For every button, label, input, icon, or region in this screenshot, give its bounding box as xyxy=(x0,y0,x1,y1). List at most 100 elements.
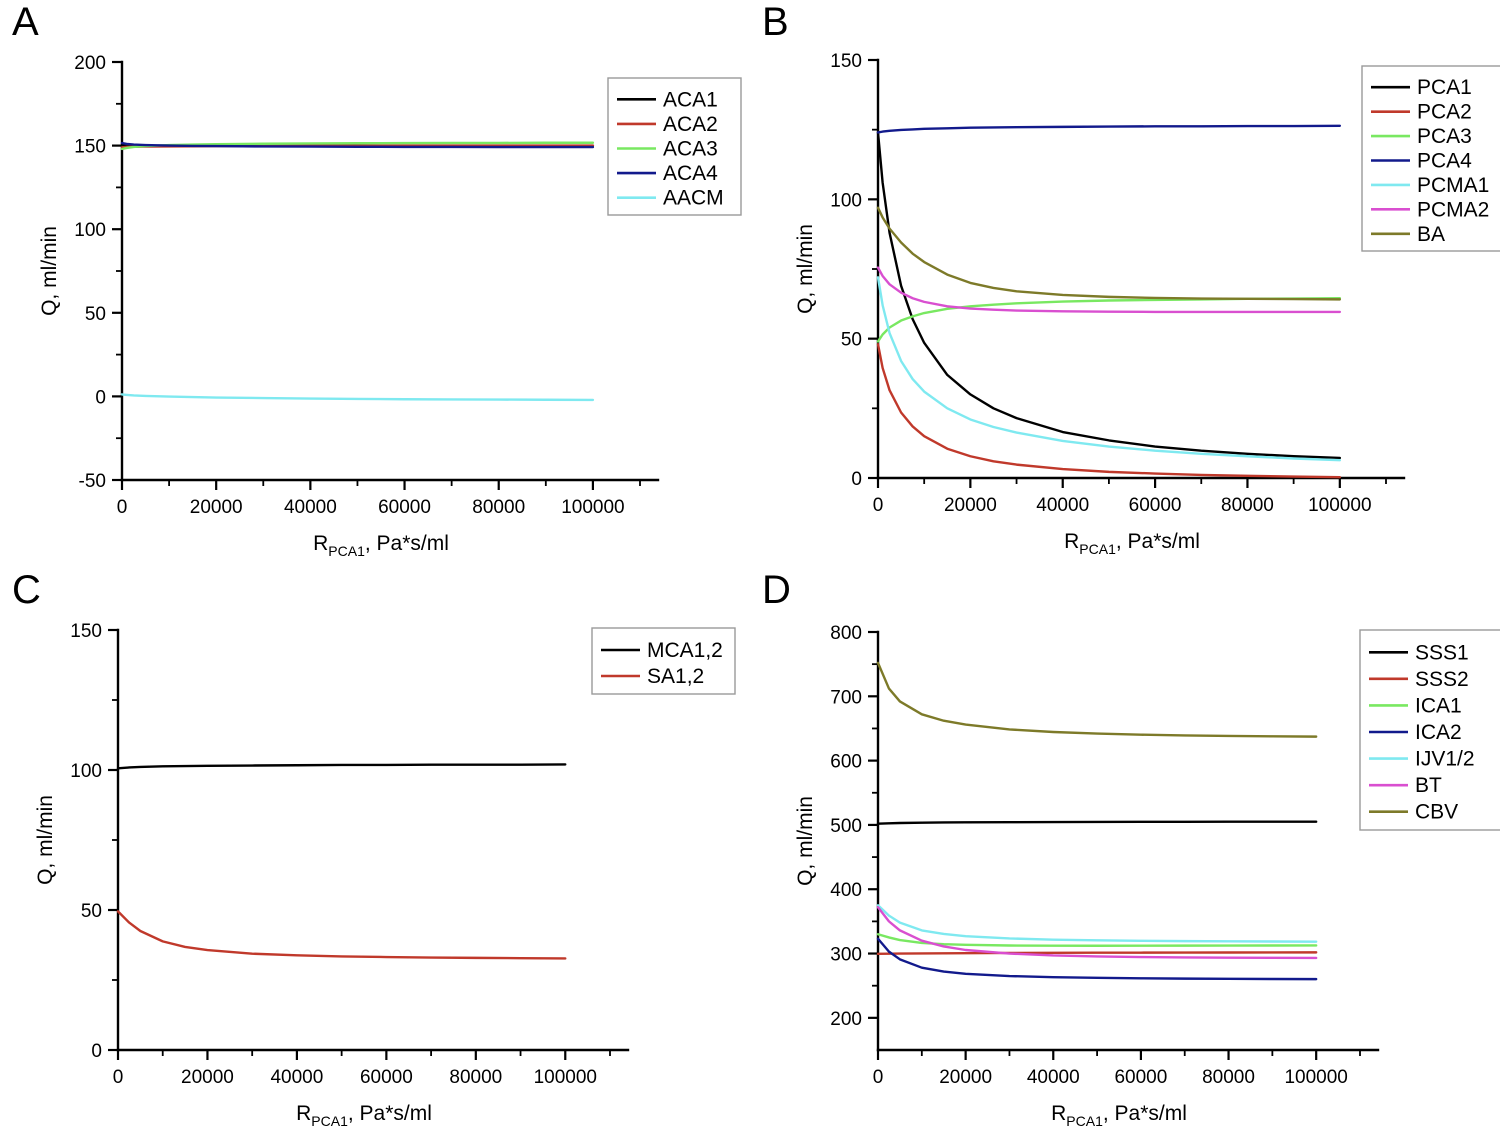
y-tick-label: 200 xyxy=(830,1009,862,1030)
legend-label-aca2: ACA2 xyxy=(663,113,718,136)
y-tick-label: 150 xyxy=(70,621,102,642)
x-tick-label: 20000 xyxy=(190,497,243,518)
y-tick-label: 50 xyxy=(85,304,106,325)
series-line-sa12 xyxy=(116,910,567,960)
series-line-ica2 xyxy=(876,937,1318,981)
y-axis-title: Q, ml/min xyxy=(794,224,817,314)
y-tick-label: 600 xyxy=(830,752,862,773)
y-tick-label: 150 xyxy=(74,137,106,158)
x-tick-label: 0 xyxy=(117,497,128,518)
x-tick-label: 80000 xyxy=(449,1067,502,1088)
y-tick-label: 400 xyxy=(830,880,862,901)
legend-label-mca12: MCA1,2 xyxy=(647,639,723,662)
x-axis-title: RPCA1, Pa*s/ml xyxy=(313,532,449,559)
panel-letter-a: A xyxy=(12,0,39,44)
panel-b: B 0 50 100 150 0 20000 40000 60000 80000 100000 RP… xyxy=(750,0,1500,568)
series-line-aca4 xyxy=(120,141,595,149)
x-tick-label: 100000 xyxy=(534,1067,597,1088)
x-tick-label: 0 xyxy=(873,1067,884,1088)
series-line-pcma1 xyxy=(876,276,1342,462)
x-tick-label: 80000 xyxy=(1221,495,1274,516)
series-line-pca3 xyxy=(876,297,1342,343)
panel-d-plot: 200 300 400 500 600 700 800 0 20000 40000 60000 800… xyxy=(794,623,1500,1129)
x-tick-label: 80000 xyxy=(472,497,525,518)
x-tick-label: 20000 xyxy=(181,1067,234,1088)
legend-label-pca1: PCA1 xyxy=(1417,76,1472,99)
y-tick-label: 50 xyxy=(841,330,862,351)
series-line-pcma2 xyxy=(876,266,1342,314)
y-tick-label: 500 xyxy=(830,816,862,837)
y-tick-label: 0 xyxy=(91,1041,102,1062)
series-line-ijv12 xyxy=(876,904,1318,943)
y-axis-title: Q, ml/min xyxy=(794,796,817,886)
legend-label-ba: BA xyxy=(1417,223,1445,246)
legend: SSS1 SSS2 ICA1 ICA2 IJV1/2 BT CBV xyxy=(1359,629,1500,831)
x-tick-label: 40000 xyxy=(270,1067,323,1088)
x-tick-label: 60000 xyxy=(378,497,431,518)
x-tick-label: 40000 xyxy=(1036,495,1089,516)
y-axis-title: Q, ml/min xyxy=(34,795,57,885)
panel-b-plot: 0 50 100 150 0 20000 40000 60000 80000 100000 RPCA… xyxy=(794,51,1500,557)
x-tick-label: 60000 xyxy=(360,1067,413,1088)
x-tick-label: 60000 xyxy=(1114,1067,1167,1088)
x-tick-label: 60000 xyxy=(1129,495,1182,516)
series-line-sss2 xyxy=(876,951,1318,956)
series-line-ica1 xyxy=(876,933,1318,947)
legend-label-sss2: SSS2 xyxy=(1415,668,1469,691)
series-line-bt xyxy=(876,906,1318,960)
series-line-pca2 xyxy=(876,343,1342,479)
legend-label-sss1: SSS1 xyxy=(1415,641,1469,664)
legend-label-sa12: SA1,2 xyxy=(647,665,704,688)
x-tick-label: 40000 xyxy=(284,497,337,518)
x-tick-label: 80000 xyxy=(1202,1067,1255,1088)
y-tick-label: 50 xyxy=(81,901,102,922)
x-axis-title: RPCA1, Pa*s/ml xyxy=(1051,1102,1187,1129)
legend-label-pca2: PCA2 xyxy=(1417,101,1472,124)
x-tick-label: 0 xyxy=(113,1067,124,1088)
series-line-ba xyxy=(876,206,1342,301)
y-tick-label: 100 xyxy=(70,761,102,782)
legend-label-pcma1: PCMA1 xyxy=(1417,174,1489,197)
legend-label-bt: BT xyxy=(1415,774,1442,797)
panel-a-plot: -50 0 50 100 150 200 0 20000 40000 60000 80000 1000… xyxy=(38,53,742,559)
legend: MCA1,2 SA1,2 xyxy=(591,627,736,695)
series-line-aca3 xyxy=(120,141,595,151)
y-tick-label: 300 xyxy=(830,945,862,966)
panel-c: C 0 50 100 150 0 20000 40000 60000 80000 100000 RP… xyxy=(0,568,750,1136)
legend-label-pca3: PCA3 xyxy=(1417,125,1472,148)
panel-letter-d: D xyxy=(762,568,791,612)
panel-d: D 200 300 400 500 600 700 800 0 20000 40000 60000 8… xyxy=(750,568,1500,1136)
x-tick-label: 40000 xyxy=(1027,1067,1080,1088)
legend-label-pca4: PCA4 xyxy=(1417,150,1472,173)
y-tick-label: 150 xyxy=(830,51,862,72)
legend-label-cbv: CBV xyxy=(1415,801,1458,824)
y-tick-label: 800 xyxy=(830,623,862,644)
panel-a: A -50 0 50 100 150 200 0 20000 40000 60000 80000 10… xyxy=(0,0,750,568)
y-tick-label: 0 xyxy=(851,469,862,490)
panel-c-plot: 0 50 100 150 0 20000 40000 60000 80000 100000 RPCA… xyxy=(34,621,736,1129)
x-axis-title: RPCA1, Pa*s/ml xyxy=(296,1102,432,1129)
y-tick-label: -50 xyxy=(79,471,106,492)
legend-label-pcma2: PCMA2 xyxy=(1417,198,1489,221)
x-tick-label: 20000 xyxy=(939,1067,992,1088)
x-axis-title: RPCA1, Pa*s/ml xyxy=(1064,530,1200,557)
series-line-pca4 xyxy=(876,124,1342,134)
legend-label-aacm: AACM xyxy=(663,187,724,210)
y-tick-label: 200 xyxy=(74,53,106,74)
series-line-aacm xyxy=(120,393,595,402)
panel-letter-b: B xyxy=(762,0,789,44)
y-tick-label: 100 xyxy=(74,220,106,241)
y-tick-label: 0 xyxy=(95,387,106,408)
legend-label-aca1: ACA1 xyxy=(663,88,718,111)
series-line-mca12 xyxy=(116,763,567,770)
x-tick-label: 100000 xyxy=(1308,495,1371,516)
y-tick-label: 100 xyxy=(830,190,862,211)
series-line-pca1 xyxy=(876,131,1342,460)
series-line-cbv xyxy=(876,661,1318,738)
y-tick-label: 700 xyxy=(830,687,862,708)
legend-label-aca4: ACA4 xyxy=(663,162,718,185)
x-tick-label: 100000 xyxy=(561,497,624,518)
legend-label-ica2: ICA2 xyxy=(1415,721,1462,744)
